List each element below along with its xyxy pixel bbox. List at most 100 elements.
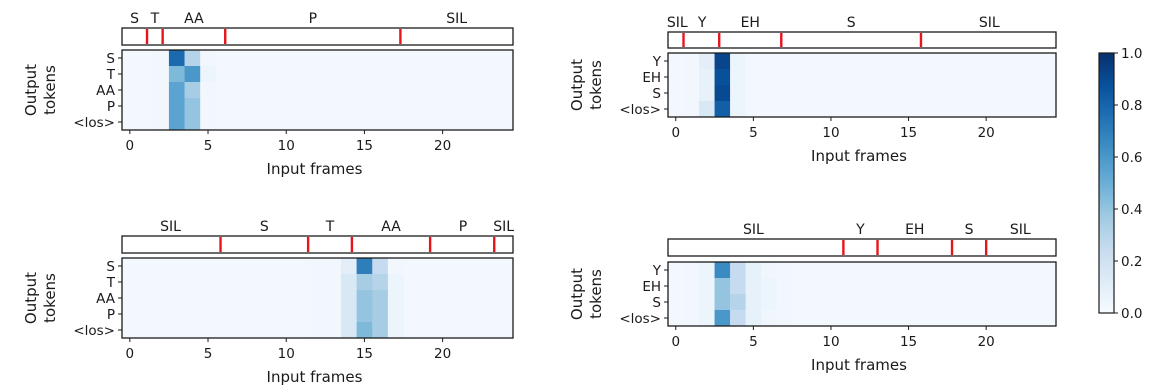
y-tick-label: <los> — [73, 115, 115, 131]
heatmap-cell — [668, 310, 684, 327]
heatmap-cell — [122, 98, 138, 115]
heatmap-cell — [200, 114, 217, 131]
colorbar-tick-label: 0.4 — [1121, 202, 1142, 218]
heatmap-cell — [761, 53, 777, 70]
heatmap-cell — [730, 310, 746, 327]
x-tick-label: 20 — [434, 138, 451, 154]
heatmap-cell — [730, 294, 746, 311]
colorbar-tick-label: 0.0 — [1121, 306, 1142, 322]
heatmap-cell — [668, 69, 684, 86]
heatmap-cell — [122, 114, 138, 131]
heatmap-cell — [745, 278, 762, 295]
heatmap-cell — [745, 310, 762, 327]
heatmap-cell — [153, 66, 170, 83]
x-tick-label: 15 — [356, 346, 373, 362]
colorbar-tick-label: 0.6 — [1121, 150, 1142, 166]
heatmap-cell — [340, 258, 357, 275]
heatmap-cell — [761, 101, 777, 118]
x-axis-label: Input frames — [267, 160, 363, 178]
segment-bar — [121, 27, 514, 46]
heatmap-cell — [309, 306, 326, 323]
heatmap-cell — [668, 53, 684, 70]
heatmap-cell — [137, 66, 154, 83]
heatmap-cell — [668, 278, 684, 295]
colorbar-tick-label: 1.0 — [1121, 46, 1142, 62]
heatmap-cell — [184, 98, 201, 115]
x-tick-label: 20 — [978, 125, 995, 141]
y-tick-label: AA — [96, 83, 116, 99]
y-axis-label: tokens — [41, 273, 59, 323]
y-axis-label: Output — [22, 272, 40, 324]
heatmap-cell — [387, 290, 404, 307]
heatmap-cell — [340, 290, 357, 307]
heatmap-cell — [668, 262, 684, 279]
heatmap-cell — [683, 85, 700, 102]
phone-label: SIL — [1010, 222, 1031, 238]
heatmap-cell — [668, 85, 684, 102]
phone-label: P — [309, 11, 317, 27]
heatmap-cell — [153, 98, 170, 115]
x-axis-label: Input frames — [811, 356, 907, 374]
x-tick-label: 20 — [434, 346, 451, 362]
heatmap-cell — [122, 50, 138, 67]
x-tick-label: 5 — [204, 346, 213, 362]
x-tick-label: 20 — [978, 334, 995, 350]
heatmap-cell — [340, 274, 357, 291]
heatmap-cell — [215, 82, 232, 99]
y-tick-label: S — [652, 295, 661, 311]
heatmap-cell — [683, 278, 700, 295]
heatmap-cell — [356, 290, 373, 307]
heatmap-cell — [699, 262, 715, 279]
phone-label: S — [847, 15, 856, 31]
heatmap-cell — [745, 294, 762, 311]
heatmap-cell — [745, 69, 762, 86]
heatmap-cell — [325, 322, 342, 339]
heatmap-cell — [683, 101, 700, 118]
heatmap-cell — [683, 310, 700, 327]
heatmap-cell — [184, 82, 201, 99]
x-tick-label: 10 — [278, 138, 295, 154]
heatmap-cell — [137, 50, 154, 67]
heatmap-cell — [325, 290, 342, 307]
heatmap-cell — [730, 101, 746, 118]
heatmap-cell — [776, 278, 793, 295]
heatmap-cell — [200, 98, 217, 115]
heatmap-cell — [792, 310, 808, 327]
heatmap-cell — [168, 66, 185, 83]
heatmap-cell — [699, 69, 715, 86]
phone-label: EH — [905, 222, 924, 238]
phone-label: S — [130, 11, 139, 27]
heatmap-cell — [387, 274, 404, 291]
colorbar-tick-label: 0.2 — [1121, 254, 1142, 270]
heatmap-cell — [372, 290, 389, 307]
phone-label: Y — [697, 15, 707, 31]
heatmap-cell — [372, 306, 389, 323]
x-tick-label: 0 — [671, 334, 680, 350]
y-tick-label: <los> — [619, 102, 661, 118]
heatmap-cell — [325, 258, 342, 275]
y-axis-label: Output — [568, 268, 586, 320]
heatmap-cell — [668, 294, 684, 311]
heatmap-cell — [309, 258, 326, 275]
y-tick-label: EH — [642, 70, 661, 86]
heatmap-cell — [137, 82, 154, 99]
heatmap-cell — [761, 310, 777, 327]
heatmap-cell — [730, 262, 746, 279]
heatmap-cell — [168, 50, 185, 67]
heatmap-cell — [372, 274, 389, 291]
heatmap-cell — [776, 310, 793, 327]
heatmap-cell — [761, 294, 777, 311]
phone-label: SIL — [667, 15, 688, 31]
x-axis-label: Input frames — [267, 368, 363, 386]
heatmap-cell — [745, 85, 762, 102]
heatmap-cell — [372, 322, 389, 339]
colorbar-tick-label: 0.8 — [1121, 98, 1142, 114]
heatmap-cell — [215, 114, 232, 131]
phone-label: AA — [381, 219, 401, 235]
heatmap-cell — [325, 306, 342, 323]
heatmap-cell — [340, 306, 357, 323]
heatmap-cell — [761, 85, 777, 102]
y-tick-label: P — [107, 307, 115, 323]
heatmap-cell — [184, 66, 201, 83]
